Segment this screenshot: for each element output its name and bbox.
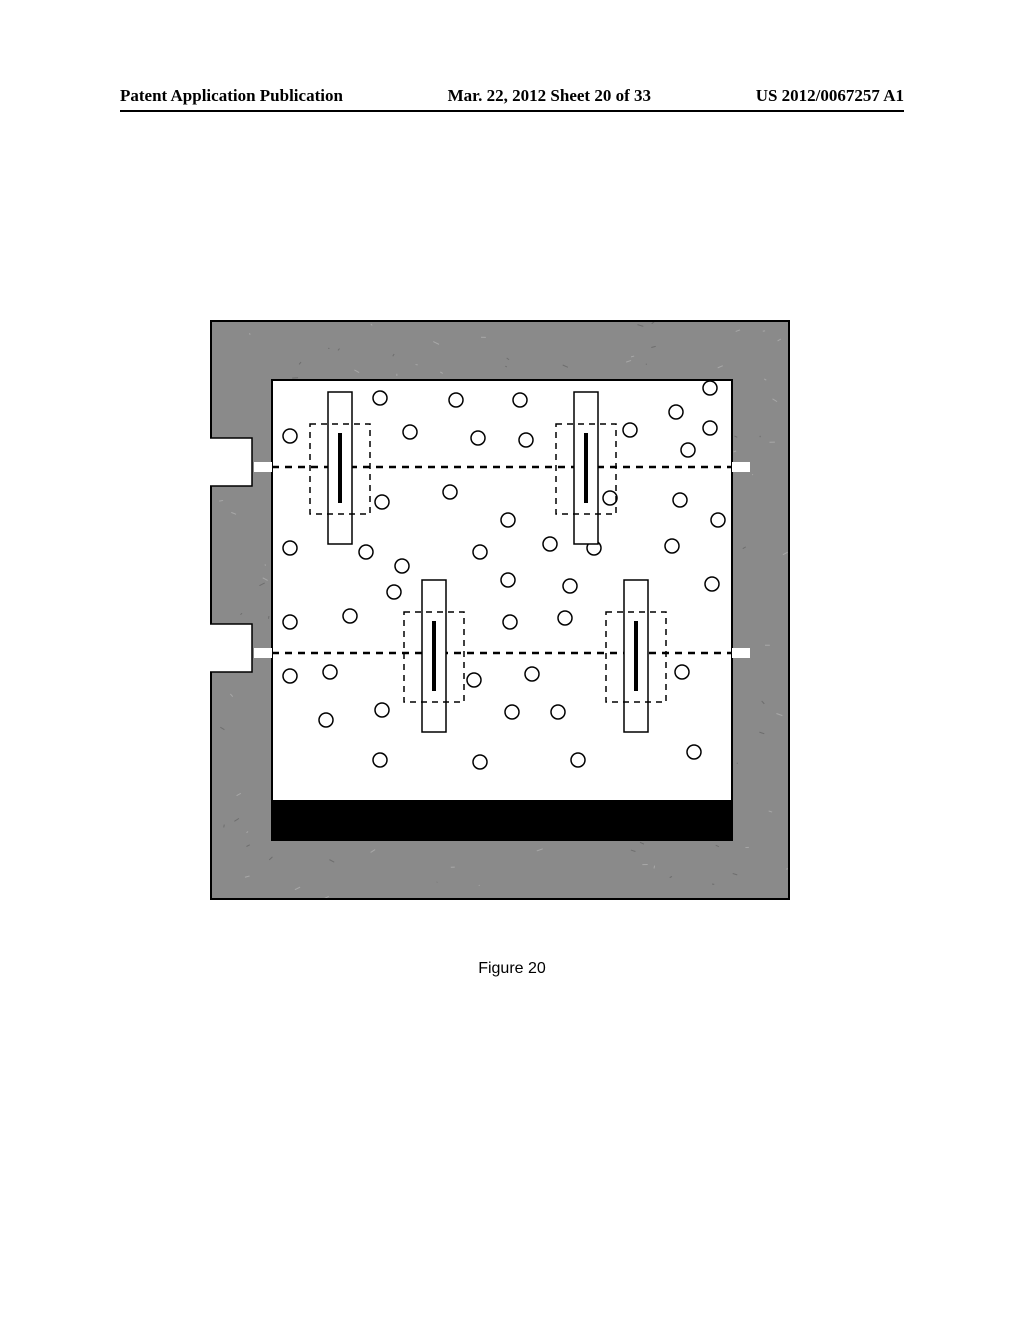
header-center: Mar. 22, 2012 Sheet 20 of 33 — [448, 86, 651, 106]
figure-container — [210, 320, 790, 900]
figure-caption: Figure 20 — [0, 960, 1024, 978]
header-right: US 2012/0067257 A1 — [756, 86, 904, 106]
header-left: Patent Application Publication — [120, 86, 343, 106]
page-header: Patent Application Publication Mar. 22, … — [120, 86, 904, 112]
page: Patent Application Publication Mar. 22, … — [0, 0, 1024, 1320]
figure-svg — [210, 320, 790, 900]
